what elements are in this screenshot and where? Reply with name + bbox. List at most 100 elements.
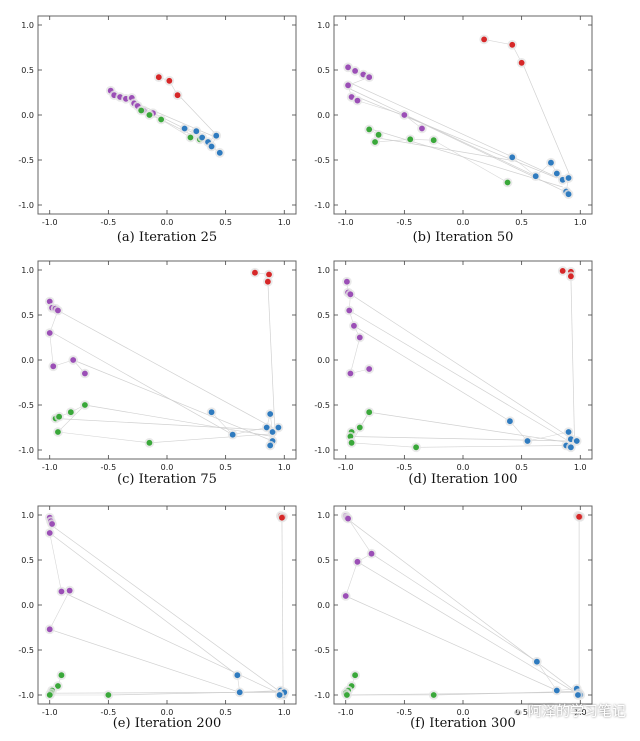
point-blue (181, 125, 188, 132)
x-tick-label: -1.0 (42, 708, 58, 717)
point-purple (55, 307, 61, 314)
y-tick-label: 1.0 (317, 511, 330, 520)
point-purple (49, 521, 55, 527)
y-tick-label: -1.0 (314, 446, 330, 455)
point-purple (46, 626, 53, 633)
y-tick-label: -0.5 (314, 646, 330, 655)
y-tick-label: -0.5 (314, 401, 330, 410)
panel-3: -1.0 -0.5 0.0 0.5 1.0 1.0 0.5 0.0 -0.5 -1.0 (c) It… (18, 260, 297, 487)
cluster-edge (160, 119, 191, 138)
y-tick-label: 0.5 (317, 311, 330, 320)
point-purple (46, 330, 53, 336)
point-purple (366, 74, 373, 81)
point-blue (263, 424, 270, 431)
x-tick-label: -1.0 (338, 218, 354, 227)
panel-caption: (f) Iteration 300 (410, 716, 516, 731)
cluster-edge (347, 518, 372, 554)
x-tick-label: 0.5 (219, 218, 232, 227)
x-tick-label: -1.0 (338, 463, 354, 472)
point-green (187, 134, 194, 141)
point-purple (345, 82, 351, 89)
point-blue (276, 692, 283, 698)
point-green (347, 433, 354, 440)
graph-edge (55, 418, 271, 431)
cluster-edge (433, 139, 508, 183)
point-green (82, 402, 88, 408)
point-red (509, 41, 516, 48)
panel-caption: (b) Iteration 50 (413, 230, 514, 245)
x-tick-label: 1.0 (574, 218, 587, 227)
point-green (146, 439, 153, 446)
point-purple (348, 94, 355, 100)
cluster-edge (49, 532, 62, 592)
y-tick-label: 0.5 (21, 66, 34, 75)
point-green (356, 424, 363, 431)
point-blue (565, 191, 572, 198)
point-blue (229, 431, 236, 438)
graph-edge (53, 332, 233, 436)
point-red (166, 77, 173, 84)
graph-edge (346, 691, 578, 696)
point-blue (575, 692, 581, 698)
point-purple (50, 363, 57, 370)
point-blue (533, 658, 540, 665)
graph-edge (281, 517, 284, 694)
point-purple (346, 307, 353, 314)
x-tick-label: 0.5 (219, 463, 232, 472)
point-green (352, 672, 359, 679)
point-green (67, 409, 74, 416)
wechat-icon (506, 704, 524, 717)
point-red (174, 92, 181, 99)
point-purple (366, 366, 373, 372)
plot-frame (37, 260, 297, 460)
point-green (366, 409, 373, 416)
graph-edge (267, 281, 276, 431)
point-blue (269, 429, 276, 435)
point-red (567, 273, 574, 280)
graph-edge (371, 553, 538, 662)
cluster-edge (536, 661, 558, 691)
y-tick-label: 1.0 (317, 21, 330, 30)
panel-caption: (e) Iteration 200 (113, 716, 222, 731)
point-red (264, 278, 271, 285)
point-blue (216, 149, 223, 156)
plot-frame (333, 15, 593, 215)
point-green (430, 692, 437, 698)
point-blue (509, 154, 516, 161)
point-red (252, 269, 258, 276)
cluster-edge (232, 427, 267, 435)
x-tick-label: -1.0 (42, 218, 58, 227)
graph-edge (369, 128, 563, 188)
graph-edge (84, 404, 273, 437)
point-purple (344, 278, 350, 285)
point-blue (567, 444, 574, 451)
y-tick-label: 0.0 (317, 356, 330, 365)
panel-1: -1.0 -0.5 0.0 0.5 1.0 1.0 0.5 0.0 -0.5 -1.0 (a) It… (18, 15, 297, 245)
cluster-edge (351, 442, 417, 448)
point-blue (213, 132, 220, 139)
panel-6: -1.0 -0.5 0.0 0.5 1.0 1.0 0.5 0.0 -0.5 -1.0 (f) It… (314, 505, 593, 731)
point-blue (236, 689, 243, 696)
x-tick-label: -1.0 (42, 463, 58, 472)
point-green (407, 136, 414, 143)
cluster-edge (350, 337, 361, 374)
y-tick-label: -1.0 (18, 446, 34, 455)
point-blue (573, 438, 580, 444)
point-purple (58, 588, 65, 595)
x-tick-label: -0.5 (397, 218, 413, 227)
graph-edge (347, 292, 569, 437)
plot-frame (37, 15, 297, 215)
x-tick-label: 0.0 (161, 463, 174, 472)
point-blue (193, 128, 200, 135)
point-blue (234, 672, 241, 679)
x-tick-label: 1.0 (574, 708, 587, 717)
panel-5: -1.0 -0.5 0.0 0.5 1.0 1.0 0.5 0.0 -0.5 -1.0 (e) It… (18, 505, 297, 731)
point-red (155, 74, 162, 81)
point-blue (548, 159, 554, 166)
cluster-edge (211, 411, 233, 435)
graph-edge (178, 94, 217, 136)
plot-area (105, 72, 225, 158)
cluster-edge (527, 431, 569, 442)
x-tick-label: 0.5 (219, 708, 232, 717)
x-tick-label: -0.5 (101, 708, 117, 717)
